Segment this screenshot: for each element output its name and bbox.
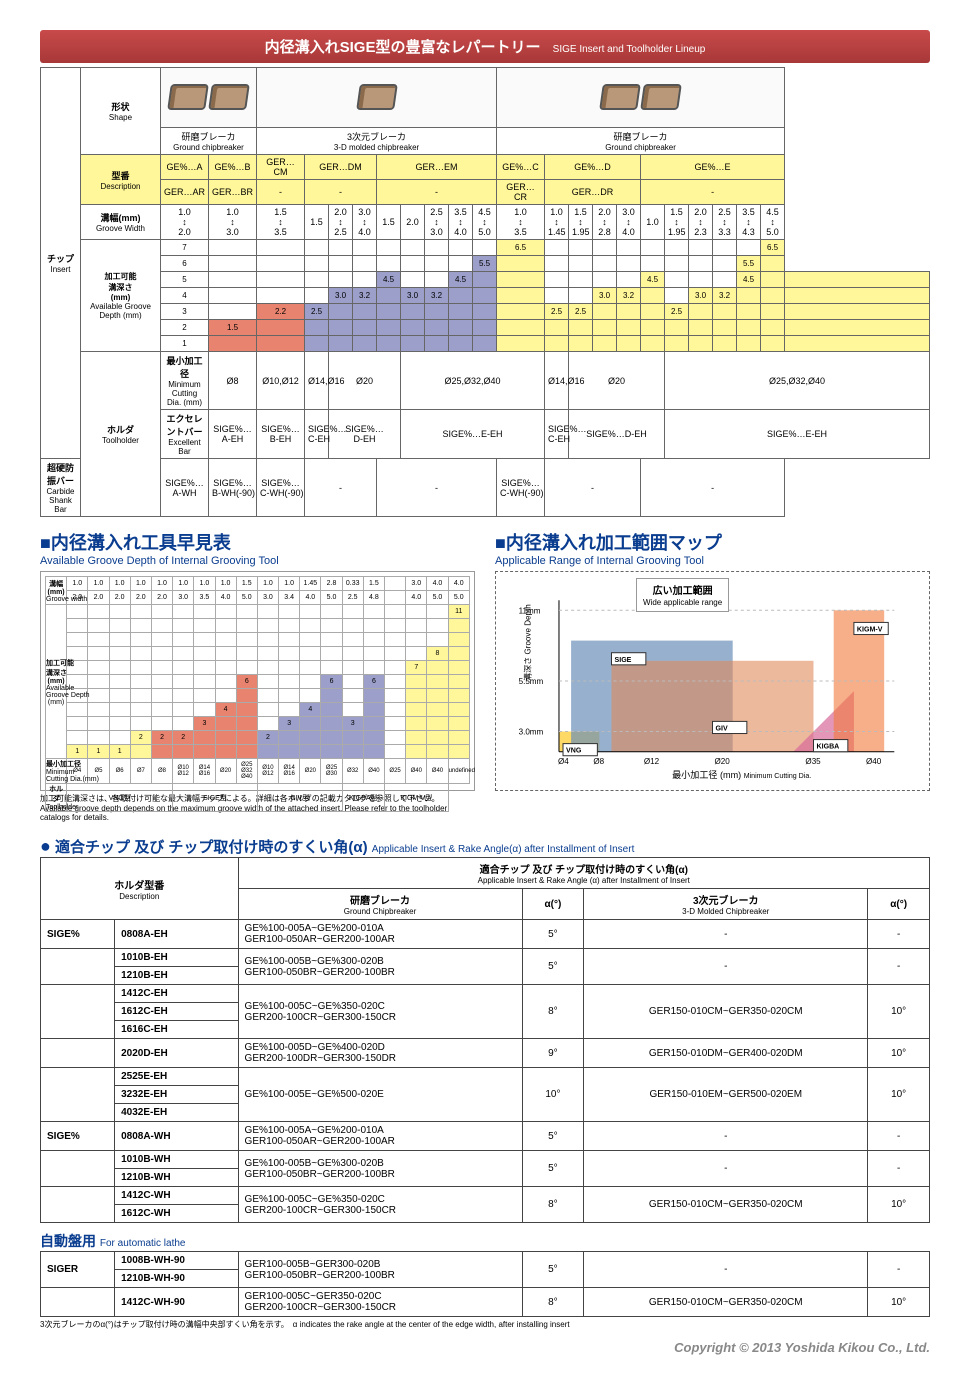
svg-text:Ø12: Ø12 xyxy=(644,757,660,766)
svg-text:Ø8: Ø8 xyxy=(593,757,604,766)
svg-text:Ø4: Ø4 xyxy=(558,757,569,766)
svg-text:KIGM-V: KIGM-V xyxy=(857,627,883,634)
svg-text:KIGBA: KIGBA xyxy=(817,744,840,751)
svg-text:Ø40: Ø40 xyxy=(866,757,882,766)
auto-table: SIGER1008B-WH-90GER100-005B~GER300-020B … xyxy=(40,1251,930,1317)
insert-shape-icon xyxy=(640,84,682,110)
auto-heading: 自動盤用 For automatic lathe xyxy=(40,1231,930,1251)
copyright: Copyright © 2013 Yoshida Kikou Co., Ltd. xyxy=(40,1340,930,1355)
svg-text:Ø20: Ø20 xyxy=(715,757,731,766)
svg-text:GIV: GIV xyxy=(716,725,728,732)
insert-shape-icon xyxy=(356,84,398,110)
map-heading: ■内径溝入れ加工範囲マップ xyxy=(495,529,930,555)
svg-text:SIGE: SIGE xyxy=(615,657,632,664)
svg-text:最小加工径 (mm) Minimum Cutting Dia: 最小加工径 (mm) Minimum Cutting Dia. xyxy=(672,769,811,780)
rake-table: ホルダ型番Description 適合チップ 及び チップ取付け時のすくい角(α… xyxy=(40,857,930,1223)
insert-shape-icon xyxy=(599,84,641,110)
title-jp: 内径溝入れSIGE型の豊富なレパートリー xyxy=(265,39,541,56)
svg-text:VNG: VNG xyxy=(566,748,582,755)
svg-text:3.0mm: 3.0mm xyxy=(519,728,544,737)
title-en: SIGE Insert and Toolholder Lineup xyxy=(553,44,706,55)
svg-text:溝深さ Groove Depth: 溝深さ Groove Depth xyxy=(523,604,533,681)
svg-text:Ø35: Ø35 xyxy=(805,757,821,766)
applicable-range-map: 広い加工範囲Wide applicable range 11mm5.5mm3.0… xyxy=(495,571,930,791)
title-bar: 内径溝入れSIGE型の豊富なレパートリー SIGE Insert and Too… xyxy=(40,30,930,63)
quick-reference-chart: 溝幅 (mm)Groove width1.01.01.01.01.01.01.0… xyxy=(40,571,475,791)
insert-shape-icon xyxy=(167,84,209,110)
quick-heading: ■内径溝入れ工具早見表 xyxy=(40,529,475,555)
spec-table: チップInsert 形状Shape 研磨ブレーカGround chipbreak… xyxy=(40,67,930,517)
insert-shape-icon xyxy=(208,84,250,110)
rake-heading: ● 適合チップ 及び チップ取付け時のすくい角(α) Applicable In… xyxy=(40,836,930,857)
